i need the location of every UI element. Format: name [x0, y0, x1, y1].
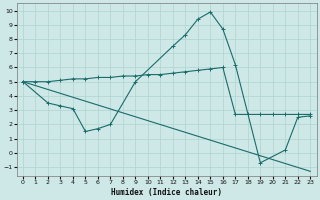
X-axis label: Humidex (Indice chaleur): Humidex (Indice chaleur)	[111, 188, 222, 197]
